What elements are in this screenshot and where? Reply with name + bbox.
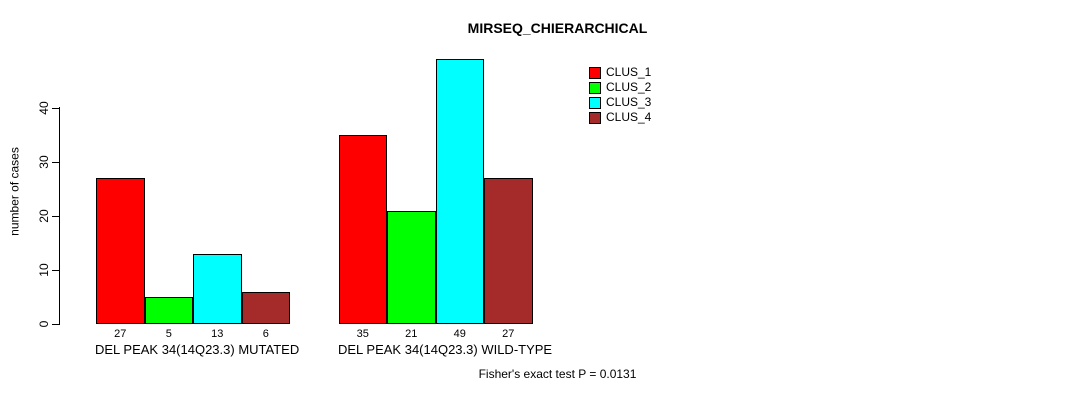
bar-clus_1-group1 xyxy=(96,178,145,324)
y-axis-tick xyxy=(52,216,60,217)
bar-clus_1-group2 xyxy=(338,135,387,324)
bar-clus_4-group2 xyxy=(484,178,533,324)
legend-label: CLUS_2 xyxy=(606,80,652,94)
legend-swatch-icon xyxy=(589,111,601,124)
y-axis-tick xyxy=(52,162,60,163)
annotation-text: Fisher's exact test P = 0.0131 xyxy=(478,367,637,381)
bar-clus_3-group1 xyxy=(193,253,242,324)
legend-swatch-icon xyxy=(589,81,601,94)
y-axis-tick xyxy=(52,324,60,325)
bar-clus_2-group2 xyxy=(387,210,436,324)
y-axis-tick-label: 10 xyxy=(37,263,51,277)
y-axis-tick-label: 0 xyxy=(37,320,51,328)
bar-value-label: 5 xyxy=(165,328,172,340)
legend-item-clus_3: CLUS_3 xyxy=(589,95,651,110)
y-axis-tick xyxy=(52,270,60,271)
bar-value-label: 27 xyxy=(114,328,127,340)
bar-value-label: 35 xyxy=(356,328,369,340)
legend-swatch-icon xyxy=(589,96,601,109)
bar-value-label: 21 xyxy=(405,328,418,340)
bar-value-label: 49 xyxy=(453,328,466,340)
legend-label: CLUS_4 xyxy=(606,110,652,124)
bar-value-label: 13 xyxy=(211,328,224,340)
y-axis-tick-label: 30 xyxy=(37,155,51,169)
legend-item-clus_4: CLUS_4 xyxy=(589,110,651,125)
legend-item-clus_1: CLUS_1 xyxy=(589,65,651,80)
bar-clus_3-group2 xyxy=(435,59,484,324)
chart-title: MIRSEQ_CHIERARCHICAL xyxy=(467,20,648,36)
legend-label: CLUS_3 xyxy=(606,95,652,109)
legend: CLUS_1 CLUS_2 CLUS_3 CLUS_4 xyxy=(589,65,651,125)
y-axis-label: number of cases xyxy=(7,147,22,236)
legend-item-clus_2: CLUS_2 xyxy=(589,80,651,95)
legend-label: CLUS_1 xyxy=(606,65,652,79)
x-category-label-wildtype: DEL PEAK 34(14Q23.3) WILD-TYPE xyxy=(338,342,553,357)
bar-clus_2-group1 xyxy=(144,297,193,324)
y-axis-tick xyxy=(52,108,60,109)
legend-swatch-icon xyxy=(589,66,601,79)
x-category-label-mutated: DEL PEAK 34(14Q23.3) MUTATED xyxy=(95,342,300,357)
bar-clus_4-group1 xyxy=(241,291,290,324)
bar-value-label: 27 xyxy=(502,328,515,340)
bar-value-label: 6 xyxy=(262,328,269,340)
y-axis-tick-label: 40 xyxy=(37,101,51,115)
y-axis-tick-label: 20 xyxy=(37,209,51,223)
